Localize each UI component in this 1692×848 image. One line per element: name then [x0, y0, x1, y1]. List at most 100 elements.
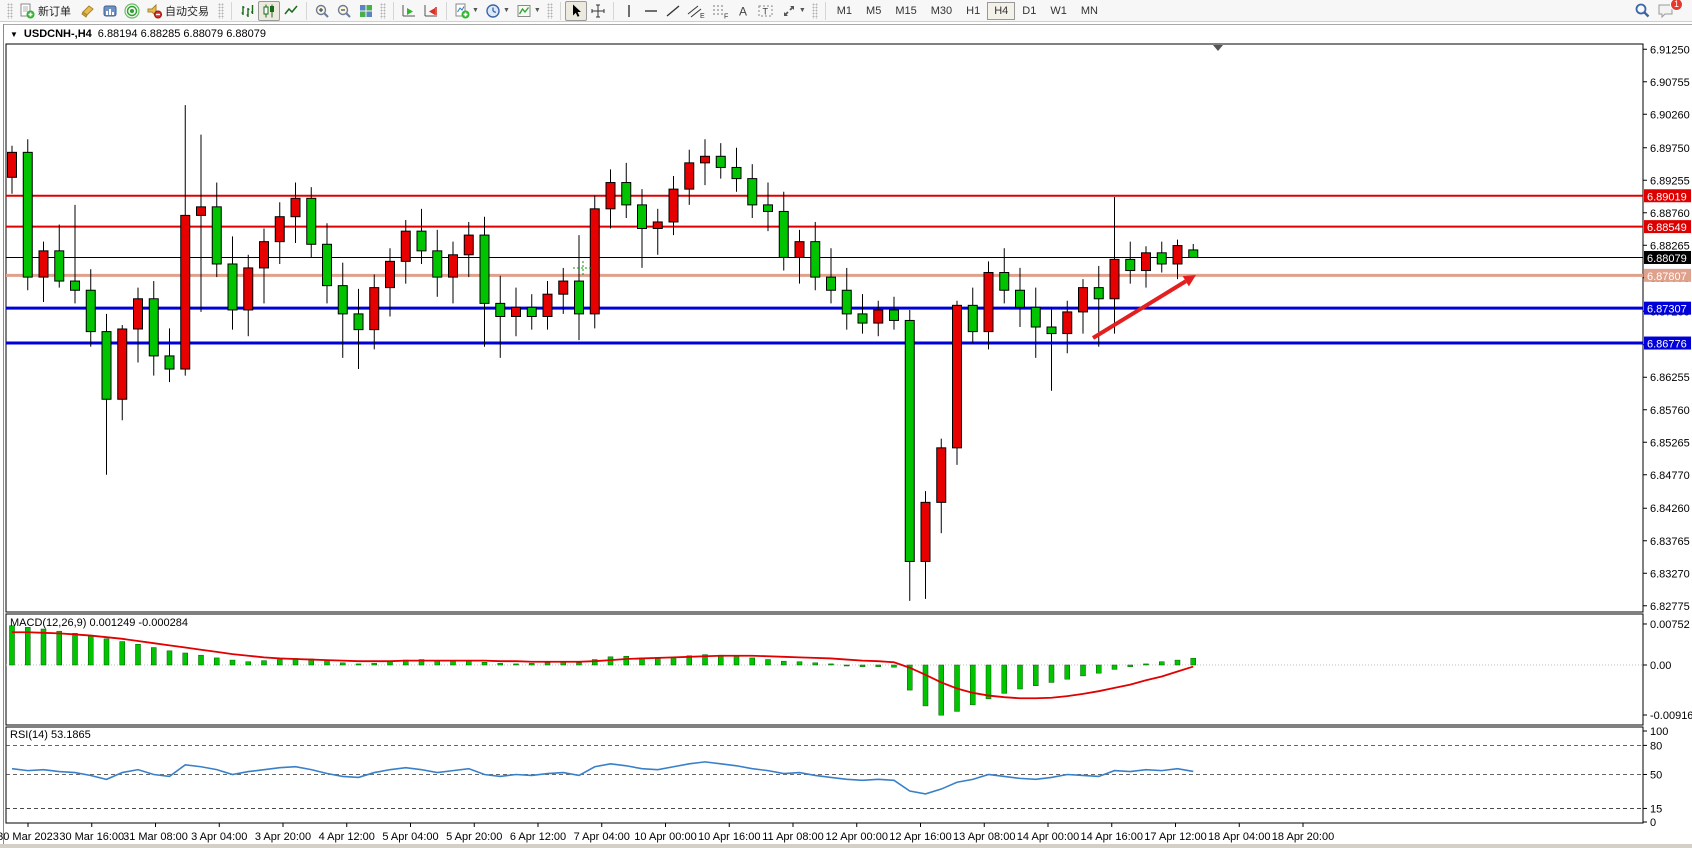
rsi-line	[11, 761, 1194, 795]
macd-histogram-bar	[151, 647, 157, 666]
price-tick-label: 6.91250	[1650, 44, 1690, 56]
timeframe-button-M30[interactable]: M30	[930, 4, 953, 17]
macd-histogram-bar	[529, 663, 535, 666]
indicators-button[interactable]: ▼	[451, 1, 482, 21]
timeframe-button-MN[interactable]: MN	[1080, 4, 1098, 17]
data-window-button[interactable]	[99, 1, 121, 21]
candle-body	[936, 447, 947, 503]
window-menu-icon[interactable]: ▼	[10, 29, 18, 39]
level-price-box	[1644, 268, 1691, 282]
macd-histogram-bar	[765, 659, 771, 666]
candle-body	[637, 204, 647, 230]
candle-body	[1125, 258, 1136, 272]
zoom-out-icon	[337, 4, 351, 18]
price-tick-label: 6.88265	[1650, 240, 1690, 252]
timeframe-button-M1[interactable]: M1	[836, 4, 853, 17]
toolbar-grip[interactable]	[380, 2, 386, 19]
equidistant-channel-button[interactable]: E	[684, 1, 708, 21]
macd-histogram-bar	[560, 662, 566, 666]
time-axis-label: 7 Apr 04:00	[574, 831, 630, 843]
fibonacci-button[interactable]: F	[708, 1, 732, 21]
time-axis-label: 4 Apr 12:00	[319, 831, 375, 843]
periods-button[interactable]: ▼	[482, 1, 513, 21]
time-axis-label: 14 Apr 16:00	[1081, 831, 1143, 843]
equidistant-channel-icon: E	[687, 5, 705, 19]
bar-chart-button[interactable]	[236, 1, 258, 21]
time-axis-label: 5 Apr 20:00	[446, 831, 502, 843]
macd-histogram-bar	[1001, 664, 1007, 694]
candle-body	[999, 272, 1010, 291]
notification-badge: 1	[1670, 0, 1683, 11]
price-tick-label: 6.90755	[1650, 77, 1690, 89]
trendline-button[interactable]	[662, 1, 684, 21]
toolbar: 新订单	[0, 0, 1692, 22]
chevron-down-icon: ▼	[798, 7, 806, 14]
chart-titlebar[interactable]: ▼ USDCNH-,H4 6.88194 6.88285 6.88079 6.8…	[3, 24, 1692, 43]
candlestick-chart-button[interactable]	[258, 0, 280, 21]
community-button[interactable]: 1	[1654, 0, 1683, 21]
macd-histogram-bar	[985, 664, 992, 700]
macd-histogram-bar	[481, 662, 488, 666]
search-button[interactable]	[1631, 1, 1654, 21]
level-price-label: 6.88549	[1647, 222, 1687, 234]
cursor-button[interactable]	[564, 0, 587, 21]
candle-body	[763, 204, 773, 212]
candle-body	[700, 155, 710, 164]
timeframe-button-M5[interactable]: M5	[866, 4, 882, 17]
arrows-button[interactable]: ▼	[778, 1, 809, 21]
toolbar-grip[interactable]	[218, 2, 224, 19]
level-price-box	[1644, 301, 1691, 315]
toolbar-grip[interactable]	[7, 2, 13, 19]
rsi-axis-label: 0	[1650, 817, 1656, 829]
candle-body	[448, 254, 458, 278]
candle-body	[983, 272, 994, 333]
text-label-button[interactable]: T	[754, 1, 778, 21]
price-tick-label: 6.89750	[1650, 143, 1690, 155]
macd-histogram-bar	[371, 663, 377, 666]
macd-histogram-bar	[119, 641, 125, 666]
autotrading-button[interactable]: 自动交易	[143, 1, 215, 21]
candle-body	[1188, 249, 1199, 258]
line-chart-button[interactable]	[280, 1, 302, 21]
templates-button[interactable]: ▼	[513, 1, 544, 21]
timeframe-button-M15[interactable]: M15	[895, 4, 917, 17]
toolbar-grip[interactable]	[811, 2, 818, 19]
toolbar-grip[interactable]	[546, 2, 553, 19]
time-axis-label: 30 Mar 2023	[0, 831, 59, 843]
macd-histogram-bar	[844, 664, 850, 667]
timeframe-button-W1[interactable]: W1	[1050, 4, 1067, 17]
time-axis-label: 18 Apr 04:00	[1208, 831, 1270, 843]
time-axis-label: 3 Apr 20:00	[255, 831, 311, 843]
candle-body	[1015, 289, 1025, 308]
macd-histogram-bar	[576, 662, 582, 666]
timeframe-button-D1[interactable]: D1	[1022, 4, 1037, 17]
macd-histogram-bar	[418, 659, 425, 666]
chart-symbol-period: USDCNH-,H4	[23, 28, 92, 40]
crosshair-button[interactable]	[587, 1, 609, 21]
timeframe-button-H4[interactable]: H4	[987, 1, 1016, 20]
auto-scroll-button[interactable]	[398, 1, 420, 21]
zoom-out-button[interactable]	[333, 1, 355, 21]
macd-histogram-bar	[1190, 657, 1196, 666]
search-icon	[1635, 3, 1650, 18]
candle-body	[967, 304, 978, 333]
market-watch-button[interactable]	[77, 1, 99, 21]
svg-text:F: F	[724, 13, 728, 19]
text-button[interactable]: A	[732, 1, 754, 21]
timeframe-button-H1[interactable]: H1	[966, 4, 981, 17]
vertical-line-button[interactable]	[618, 1, 640, 21]
new-order-button[interactable]: 新订单	[16, 1, 77, 21]
candle-body	[227, 263, 238, 311]
zoom-in-button[interactable]	[311, 1, 333, 21]
candle-body	[463, 234, 474, 256]
horizontal-line-button[interactable]	[640, 1, 662, 21]
navigator-button[interactable]	[121, 1, 143, 21]
tile-windows-button[interactable]	[355, 1, 377, 21]
candle-body	[731, 166, 742, 180]
time-axis-label: 10 Apr 00:00	[634, 831, 696, 843]
chart-shift-button[interactable]	[420, 1, 442, 21]
candle-body	[353, 313, 364, 331]
level-price-label: 6.88079	[1647, 253, 1687, 265]
